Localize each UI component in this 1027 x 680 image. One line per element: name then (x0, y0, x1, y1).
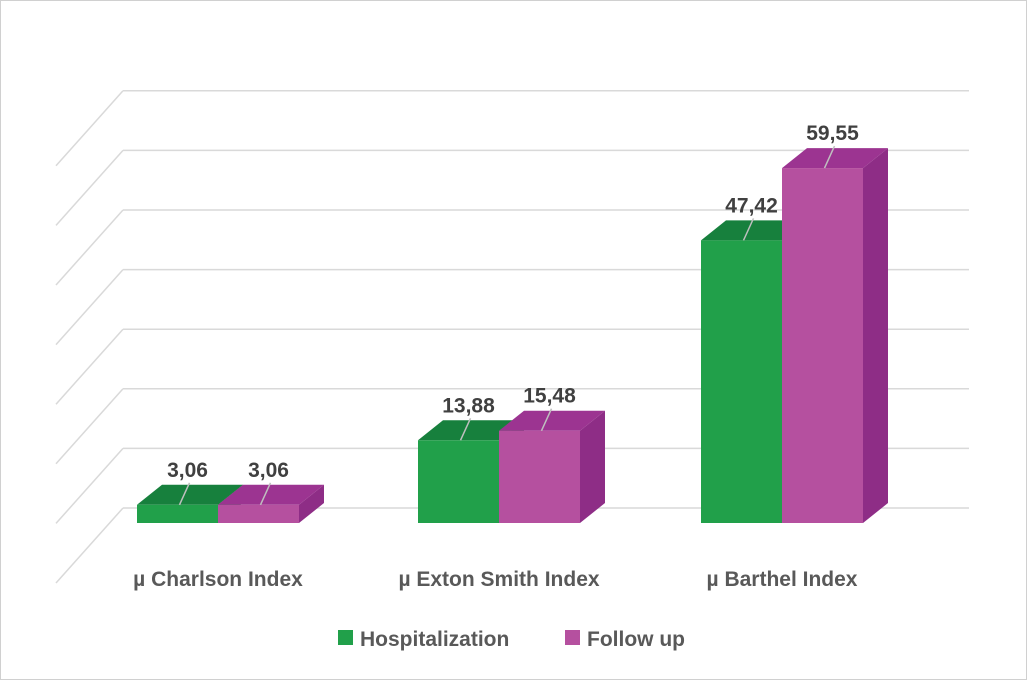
gridline-side (55, 507, 124, 584)
legend: Hospitalization Follow up (338, 628, 685, 651)
category-label: µ Charlson Index (133, 568, 303, 591)
bar (499, 430, 580, 523)
legend-label: Follow up (587, 628, 685, 651)
gridline-side (55, 269, 124, 346)
legend-swatch (565, 630, 580, 645)
data-label: 47,42 (725, 194, 778, 217)
gridline-side (55, 328, 124, 405)
label-layer: 3,06 13,88 47,42 3,06 15,48 59,55 µ Charlson I… (133, 122, 859, 591)
gridline-side (55, 447, 124, 524)
bar-side (580, 410, 605, 523)
gridline-side (55, 209, 124, 286)
gridline-side (55, 90, 124, 167)
bar-side (299, 484, 324, 523)
data-label: 3,06 (248, 459, 289, 482)
bar (701, 240, 782, 523)
bar-top (701, 220, 807, 241)
category-label: µ Barthel Index (707, 568, 858, 591)
bar (137, 504, 218, 523)
leader-line (823, 145, 836, 169)
category-label: µ Exton Smith Index (398, 568, 599, 591)
data-label: 13,88 (442, 394, 495, 417)
leader-line (259, 482, 272, 506)
bar-top (218, 484, 324, 505)
data-label: 3,06 (167, 459, 208, 482)
legend-label: Hospitalization (360, 628, 509, 651)
data-label: 15,48 (523, 385, 576, 408)
bar-top (782, 148, 888, 169)
bar (782, 168, 863, 523)
data-label: 59,55 (806, 122, 859, 145)
gridline-side (55, 149, 124, 226)
bar (418, 440, 499, 523)
bar-layer (137, 148, 888, 523)
gridline-side (55, 388, 124, 465)
bar-top (418, 420, 524, 441)
bar-top (137, 484, 243, 505)
leader-line (742, 218, 755, 241)
leader-line (540, 408, 553, 432)
legend-swatch (338, 630, 353, 645)
leader-line (178, 482, 191, 506)
bar-side (863, 148, 888, 523)
bar-top (499, 410, 605, 431)
bar (218, 504, 299, 523)
leader-line (459, 417, 472, 441)
